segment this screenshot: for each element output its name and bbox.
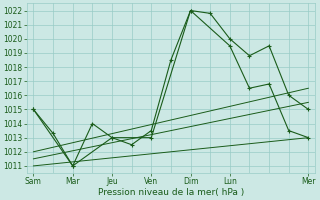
X-axis label: Pression niveau de la mer( hPa ): Pression niveau de la mer( hPa ) xyxy=(98,188,244,197)
